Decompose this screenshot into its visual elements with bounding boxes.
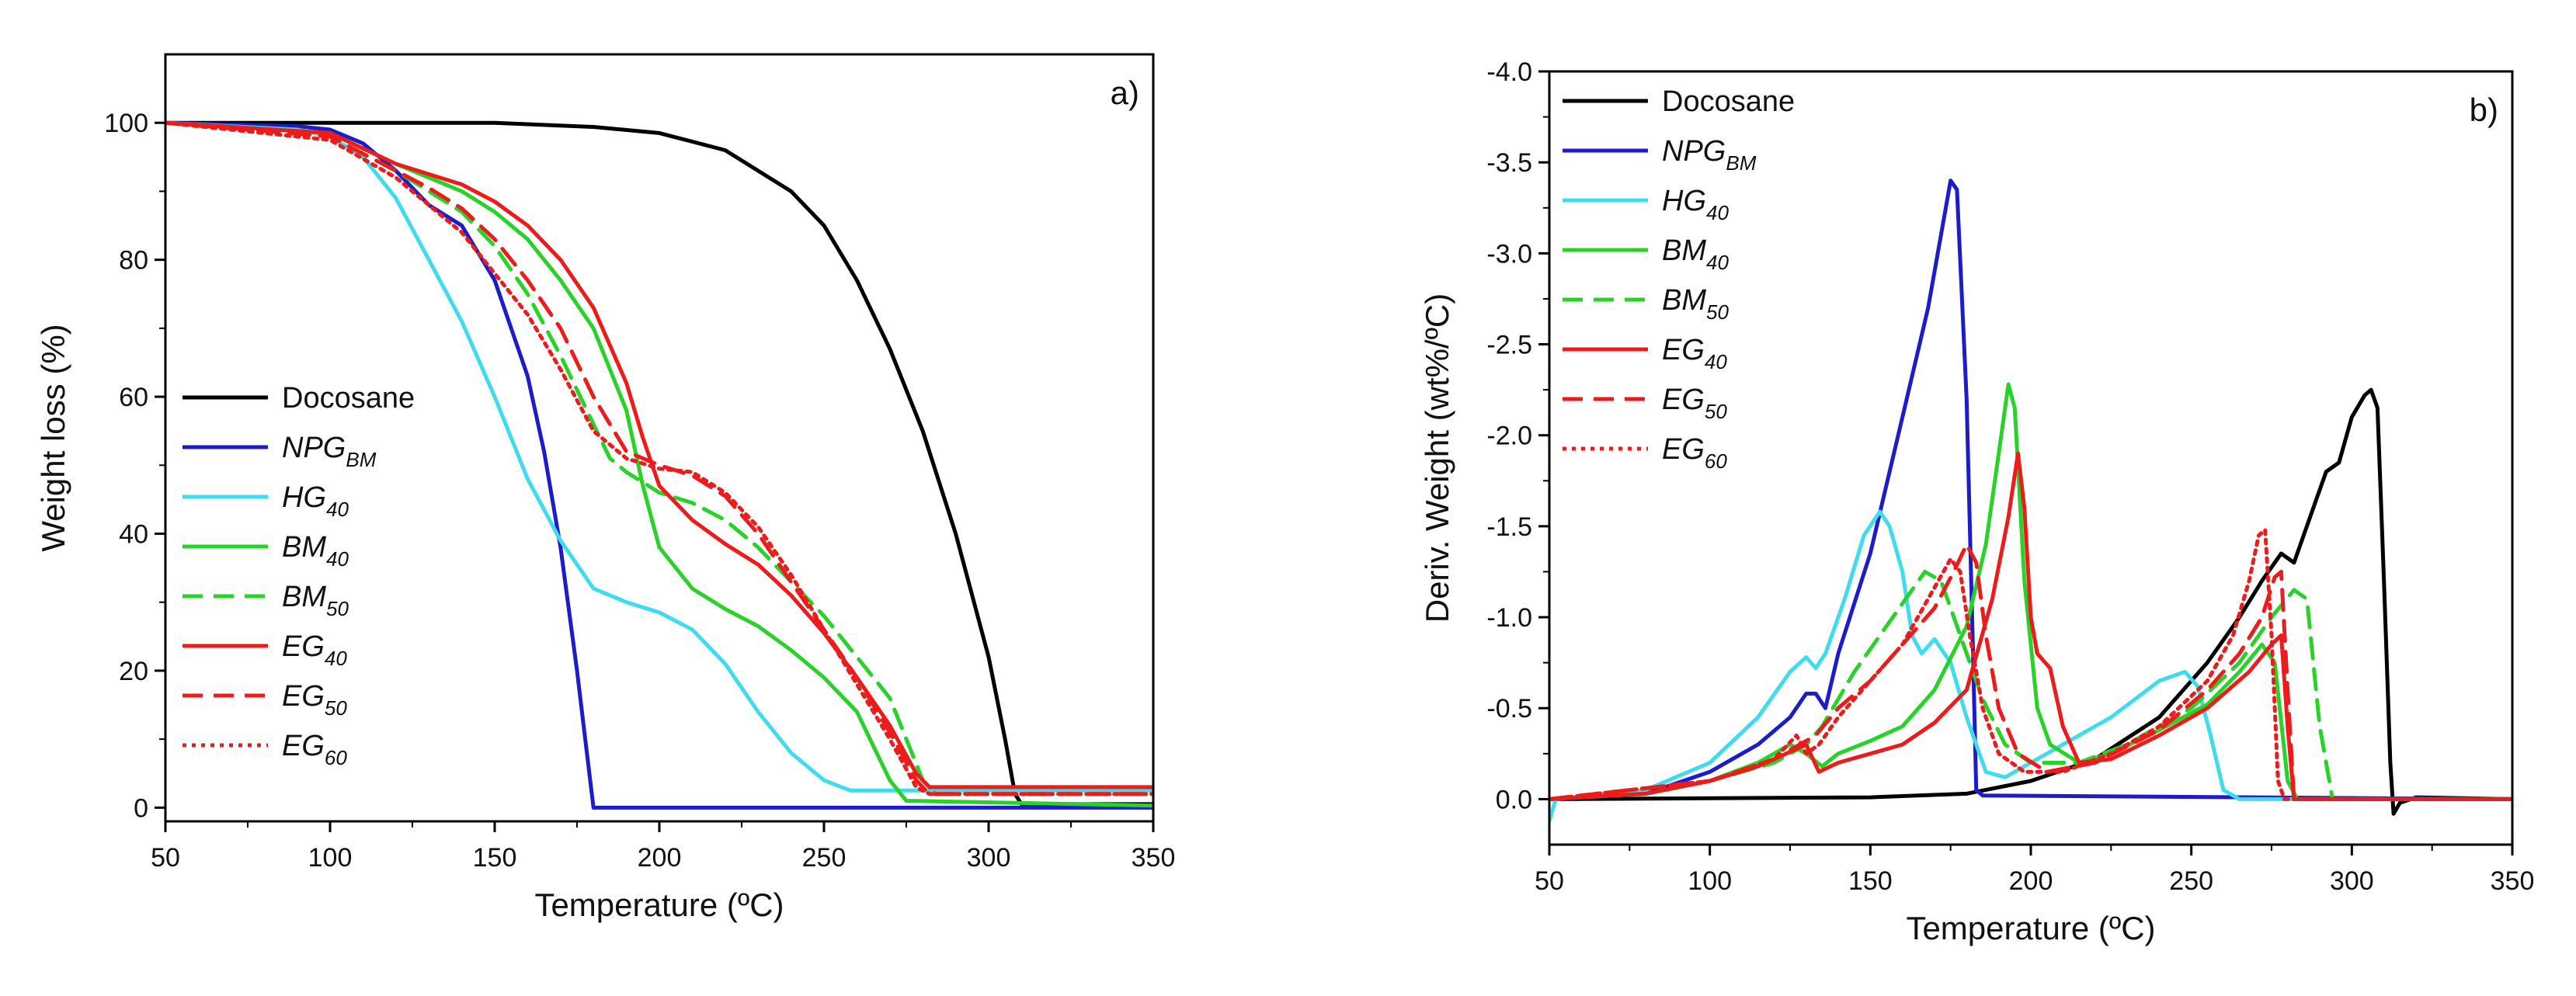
- series-line-eg60: [1549, 528, 2512, 801]
- x-tick-label: 50: [151, 843, 180, 873]
- panel-label: a): [1111, 75, 1139, 111]
- y-tick-label: 20: [119, 657, 148, 686]
- y-tick-label: 0.0: [1496, 785, 1532, 814]
- x-tick-label: 150: [1848, 866, 1893, 896]
- series-line-eg50: [1549, 542, 2512, 801]
- legend-label-bm40: BM40: [282, 531, 349, 571]
- y-tick-label: -1.5: [1486, 512, 1532, 542]
- x-tick-label: 250: [2169, 866, 2213, 896]
- series-line-bm40: [165, 120, 1153, 808]
- y-tick-label: 0: [134, 793, 148, 823]
- y-tick-label: 60: [119, 383, 148, 412]
- y-tick-label: -2.5: [1486, 331, 1532, 360]
- legend-label-npgbm: NPGBM: [1662, 135, 1757, 175]
- legend-label-hg40: HG40: [282, 481, 349, 521]
- x-tick-label: 100: [308, 843, 353, 873]
- series-line-eg50: [165, 120, 1153, 796]
- legend-label-eg60: EG60: [1662, 433, 1727, 473]
- x-tick-label: 300: [2330, 866, 2374, 896]
- y-tick-label: 80: [119, 246, 148, 276]
- legend-label-eg50: EG50: [1662, 383, 1727, 423]
- y-axis-title: Weight loss (%): [35, 324, 71, 551]
- x-axis-title: Temperature (ºC): [1906, 910, 2155, 946]
- x-tick-label: 300: [967, 843, 1011, 873]
- x-tick-label: 50: [1535, 866, 1564, 896]
- legend-label-hg40: HG40: [1662, 185, 1729, 224]
- x-tick-label: 350: [1132, 843, 1176, 873]
- legend-label-docosane: Docosane: [1662, 85, 1795, 118]
- legend-label-bm50: BM50: [1662, 284, 1729, 324]
- legend-label-eg50: EG50: [282, 680, 347, 720]
- x-tick-label: 200: [638, 843, 682, 873]
- y-tick-label: -1.0: [1486, 603, 1532, 633]
- legend-label-eg40: EG40: [1662, 334, 1727, 373]
- series-line-hg40: [165, 120, 1153, 793]
- legend: Docosane NPGBM HG40 BM40 BM50 EG40 EG50 EG60: [1563, 85, 1795, 473]
- legend: Docosane NPGBM HG40 BM40 BM50 EG40 EG50 EG60: [183, 382, 415, 769]
- panel-a-weight-loss-chart: 50 100 150 200 250 300 350 0 20 40 60 80 100 Temperat…: [35, 53, 1176, 923]
- x-tick-label: 350: [2491, 866, 2535, 896]
- legend-label-eg60: EG60: [282, 730, 347, 769]
- series-line-eg60: [165, 120, 1153, 796]
- y-axis-title: Deriv. Weight (wt%/ºC): [1419, 293, 1455, 623]
- legend-label-bm40: BM40: [1662, 234, 1729, 274]
- series-group: [1549, 179, 2512, 823]
- series-line-hg40: [1549, 509, 2512, 823]
- series-line-bm40: [1549, 382, 2512, 801]
- y-tick-label: -3.0: [1486, 239, 1532, 269]
- y-tick-label: 40: [119, 520, 148, 550]
- panel-label: b): [2470, 92, 2498, 128]
- panel-b-derivative-weight-chart: 50 100 150 200 250 300 350 0.0 -0.5 -1.0 -1.5 -2.0 -…: [1419, 57, 2534, 946]
- series-line-bm50: [165, 120, 1153, 796]
- legend-label-docosane: Docosane: [282, 382, 415, 415]
- series-line-eg40: [1549, 451, 2512, 801]
- y-tick-label: -3.5: [1486, 148, 1532, 178]
- series-line-docosane: [165, 120, 1153, 807]
- x-tick-label: 100: [1688, 866, 1732, 896]
- legend-label-bm50: BM50: [282, 581, 349, 620]
- series-group: [165, 120, 1153, 810]
- x-tick-label: 200: [2009, 866, 2053, 896]
- y-tick-label: 100: [104, 109, 148, 138]
- x-tick-label: 150: [473, 843, 517, 873]
- y-tick-label: -0.5: [1486, 694, 1532, 724]
- legend-label-eg40: EG40: [282, 630, 347, 670]
- y-tick-label: -4.0: [1486, 57, 1532, 87]
- x-axis-title: Temperature (ºC): [534, 887, 784, 923]
- series-line-npgbm: [165, 120, 1153, 810]
- y-tick-label: -2.0: [1486, 422, 1532, 451]
- x-tick-label: 250: [802, 843, 846, 873]
- legend-label-npgbm: NPGBM: [282, 432, 377, 471]
- series-line-npgbm: [1549, 179, 2512, 801]
